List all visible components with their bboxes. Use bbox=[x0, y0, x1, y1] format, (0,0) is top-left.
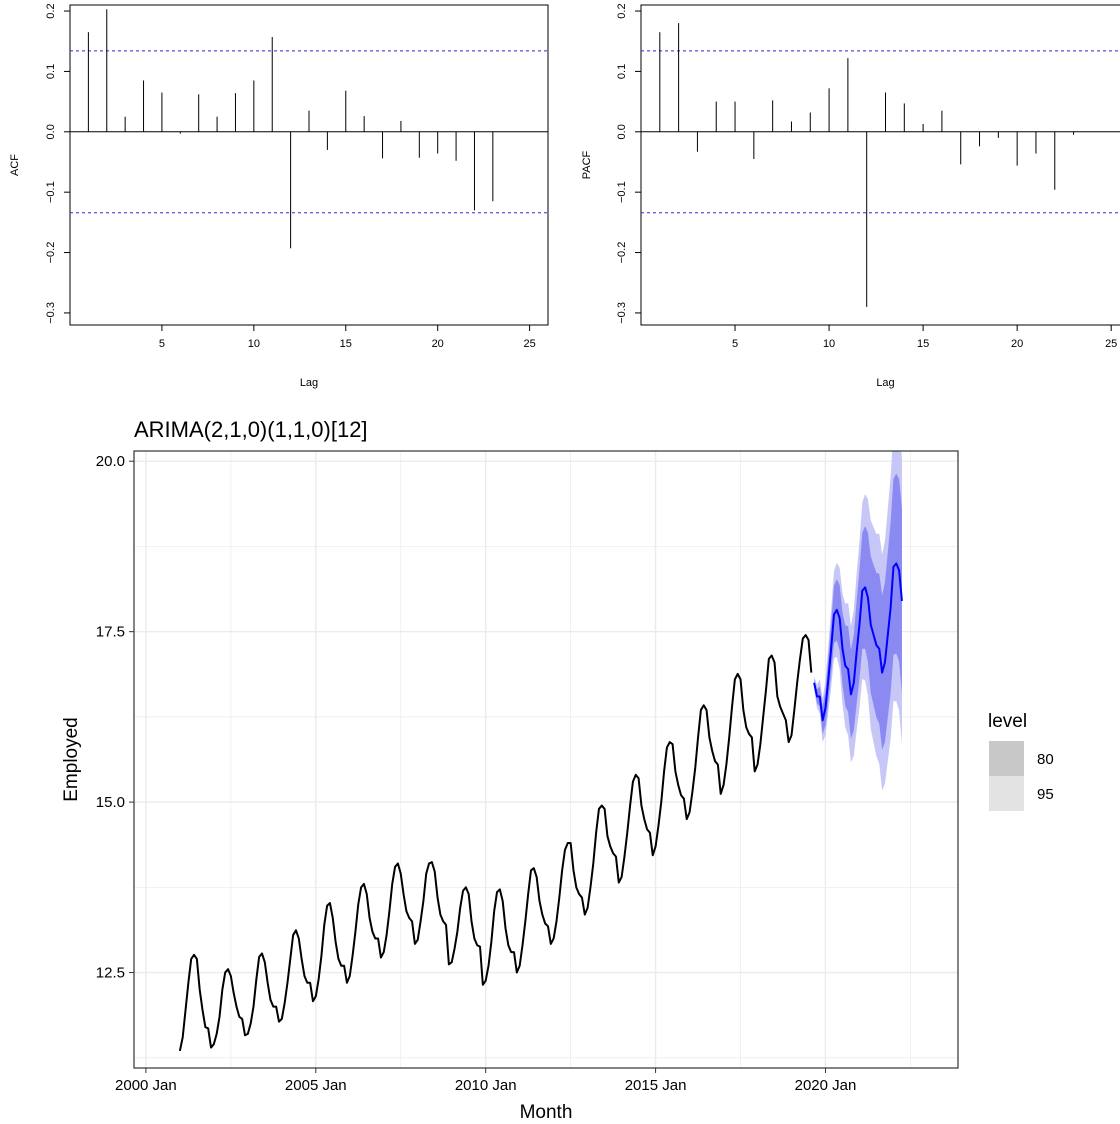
x-tick-label: 5 bbox=[159, 338, 165, 350]
y-tick-label: 17.5 bbox=[96, 624, 125, 641]
y-tick-label: 0.2 bbox=[45, 3, 57, 18]
legend-key-95 bbox=[989, 776, 1024, 811]
x-tick-label: 25 bbox=[1105, 338, 1117, 350]
x-tick-label: 15 bbox=[917, 338, 929, 350]
forecast-line bbox=[813, 562, 903, 722]
plot-frame bbox=[69, 4, 549, 326]
chart-title: ARIMA(2,1,0)(1,1,0)[12] bbox=[134, 417, 368, 442]
band-80 bbox=[814, 473, 902, 750]
x-tick-label: 2020 Jan bbox=[795, 1077, 857, 1094]
y-tick-label: −0.1 bbox=[616, 181, 628, 203]
x-tick-label: 2015 Jan bbox=[625, 1077, 687, 1094]
y-tick-label: 0.0 bbox=[616, 124, 628, 139]
y-tick-label: 0.2 bbox=[616, 3, 628, 18]
y-axis-title: ACF bbox=[9, 154, 21, 176]
x-axis-title: Month bbox=[520, 1102, 573, 1123]
x-tick-label: 20 bbox=[432, 338, 444, 350]
x-tick-label: 10 bbox=[823, 338, 835, 350]
x-tick-label: 2000 Jan bbox=[115, 1077, 177, 1094]
plot-frame bbox=[640, 4, 1120, 326]
pacf-chart: 5 10 15 20 25 −0.3 −0.2 −0.1 0.0 0.1 0.2 Lag PACF bbox=[581, 3, 1120, 389]
plot-frame bbox=[133, 450, 959, 1069]
x-tick-label: 2010 Jan bbox=[455, 1077, 517, 1094]
y-tick-label: 0.1 bbox=[616, 64, 628, 79]
y-tick-label: −0.1 bbox=[45, 181, 57, 203]
y-axis-title: PACF bbox=[581, 150, 593, 179]
x-tick-label: 20 bbox=[1011, 338, 1023, 350]
x-tick-label: 5 bbox=[732, 338, 738, 350]
y-tick-label: −0.2 bbox=[616, 242, 628, 264]
legend-label-95: 95 bbox=[1037, 786, 1054, 803]
acf-chart: 5 10 15 20 25 −0.3 −0.2 −0.1 0.0 0.1 0.2 Lag ACF bbox=[9, 3, 549, 389]
y-axis-title: Employed bbox=[61, 717, 82, 802]
y-tick-label: 12.5 bbox=[96, 965, 125, 982]
x-tick-label: 25 bbox=[523, 338, 535, 350]
forecast-chart: ARIMA(2,1,0)(1,1,0)[12] 2000 Jan 2005 Jan 2… bbox=[61, 417, 959, 1123]
y-tick-label: 15.0 bbox=[96, 794, 125, 811]
y-tick-label: 0.0 bbox=[45, 124, 57, 139]
y-tick-label: −0.3 bbox=[45, 302, 57, 324]
x-tick-label: 2005 Jan bbox=[285, 1077, 347, 1094]
grid bbox=[134, 451, 958, 1068]
y-tick-label: −0.3 bbox=[616, 302, 628, 324]
x-axis-title: Lag bbox=[300, 377, 318, 389]
y-tick-label: 20.0 bbox=[96, 453, 125, 470]
x-tick-label: 10 bbox=[248, 338, 260, 350]
legend-title: level bbox=[988, 711, 1027, 732]
y-tick-label: 0.1 bbox=[45, 64, 57, 79]
history-line bbox=[178, 634, 813, 1052]
plot-area bbox=[178, 451, 903, 1052]
x-tick-label: 15 bbox=[340, 338, 352, 350]
forecast-legend: level 80 95 bbox=[988, 711, 1054, 811]
legend-label-80: 80 bbox=[1037, 751, 1054, 768]
y-tick-label: −0.2 bbox=[45, 242, 57, 264]
legend-key-80 bbox=[989, 741, 1024, 776]
x-axis-title: Lag bbox=[876, 377, 894, 389]
